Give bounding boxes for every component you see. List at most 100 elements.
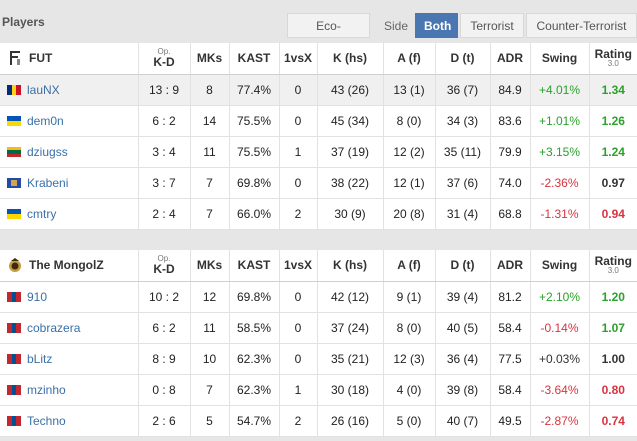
side-counter-terrorist-button[interactable]: Counter-Terrorist bbox=[526, 13, 637, 38]
stat-khs: 38 (22) bbox=[316, 167, 383, 199]
stat-vsx: 2 bbox=[278, 198, 317, 230]
col-kills-hs[interactable]: K (hs) bbox=[316, 250, 383, 282]
col-rating[interactable]: Rating 3.0 bbox=[588, 250, 637, 282]
stat-adr: 83.6 bbox=[489, 105, 530, 137]
col-kd[interactable]: Op. K-D bbox=[137, 250, 190, 282]
country-flag-icon bbox=[7, 146, 21, 157]
country-flag-icon bbox=[7, 415, 21, 426]
team-name: The MongolZ bbox=[29, 258, 104, 273]
stat-dt: 39 (4) bbox=[434, 281, 490, 313]
player-name-link[interactable]: Techno bbox=[27, 413, 66, 428]
stat-khs: 42 (12) bbox=[316, 281, 383, 313]
stat-adr: 68.8 bbox=[489, 198, 530, 230]
eco-adjusted-toggle[interactable]: Eco-adjusted bbox=[287, 13, 370, 58]
kd-label: K-D bbox=[153, 262, 175, 277]
player-name-link[interactable]: cobrazera bbox=[27, 320, 81, 335]
stat-kd: 3 : 7 bbox=[137, 167, 190, 199]
stat-dt: 36 (4) bbox=[434, 343, 490, 375]
stat-khs: 26 (16) bbox=[316, 405, 383, 437]
col-swing[interactable]: Swing bbox=[529, 43, 589, 75]
country-flag-icon bbox=[7, 177, 21, 188]
player-name-link[interactable]: bLitz bbox=[27, 351, 53, 366]
stat-kast: 69.8% bbox=[228, 167, 279, 199]
stat-swing: -0.14% bbox=[529, 312, 589, 344]
stat-dt: 37 (6) bbox=[434, 167, 490, 199]
col-adr[interactable]: ADR bbox=[489, 250, 530, 282]
stat-kast: 66.0% bbox=[228, 198, 279, 230]
stat-mks: 10 bbox=[189, 343, 229, 375]
player-row: dem0n 6 : 2 14 75.5% 0 45 (34) 8 (0) 34 (3) 83.6… bbox=[0, 105, 637, 137]
stat-mks: 5 bbox=[189, 405, 229, 437]
table-header-row: The MongolZ Op. K-D MKs KAST 1vsX K (hs) A (f) D… bbox=[0, 250, 637, 282]
player-name-link[interactable]: Krabeni bbox=[27, 175, 69, 190]
player-name-link[interactable]: 910 bbox=[27, 289, 48, 304]
player-cell: lauNX bbox=[0, 74, 138, 106]
stat-khs: 45 (34) bbox=[316, 105, 383, 137]
rating-label: Rating bbox=[594, 254, 632, 269]
col-kd[interactable]: Op. K-D bbox=[137, 43, 190, 75]
stat-swing: +2.10% bbox=[529, 281, 589, 313]
stat-af: 4 (0) bbox=[382, 374, 435, 406]
col-kast[interactable]: KAST bbox=[228, 250, 279, 282]
stat-khs: 30 (9) bbox=[316, 198, 383, 230]
stat-af: 12 (1) bbox=[382, 167, 435, 199]
stat-adr: 77.5 bbox=[489, 343, 530, 375]
col-assists-flash[interactable]: A (f) bbox=[382, 250, 435, 282]
stat-kd: 6 : 2 bbox=[137, 312, 190, 344]
col-assists-flash[interactable]: A (f) bbox=[382, 43, 435, 75]
player-cell: mzinho bbox=[0, 374, 138, 406]
col-mks[interactable]: MKs bbox=[189, 250, 229, 282]
col-kills-hs[interactable]: K (hs) bbox=[316, 43, 383, 75]
stat-rating: 0.74 bbox=[588, 405, 637, 437]
col-adr[interactable]: ADR bbox=[489, 43, 530, 75]
player-name-link[interactable]: cmtry bbox=[27, 206, 57, 221]
table-header-row: FUT Op. K-D MKs KAST 1vsX K (hs) A (f) D (t) ADR S… bbox=[0, 43, 637, 75]
stat-kd: 2 : 6 bbox=[137, 405, 190, 437]
col-deaths-traded[interactable]: D (t) bbox=[434, 250, 490, 282]
stat-kast: 62.3% bbox=[228, 374, 279, 406]
stat-vsx: 0 bbox=[278, 312, 317, 344]
stat-adr: 79.9 bbox=[489, 136, 530, 168]
stat-dt: 31 (4) bbox=[434, 198, 490, 230]
col-1vsx[interactable]: 1vsX bbox=[278, 250, 317, 282]
player-cell: Techno bbox=[0, 405, 138, 437]
player-name-link[interactable]: dziugss bbox=[27, 144, 68, 159]
stat-mks: 14 bbox=[189, 105, 229, 137]
stat-mks: 12 bbox=[189, 281, 229, 313]
col-rating[interactable]: Rating 3.0 bbox=[588, 43, 637, 75]
stat-mks: 7 bbox=[189, 167, 229, 199]
stat-vsx: 0 bbox=[278, 343, 317, 375]
stat-adr: 58.4 bbox=[489, 374, 530, 406]
stat-swing: +0.03% bbox=[529, 343, 589, 375]
col-kast[interactable]: KAST bbox=[228, 43, 279, 75]
stat-swing: +4.01% bbox=[529, 74, 589, 106]
stat-vsx: 1 bbox=[278, 136, 317, 168]
col-mks[interactable]: MKs bbox=[189, 43, 229, 75]
side-label: Side bbox=[384, 19, 409, 33]
player-name-link[interactable]: dem0n bbox=[27, 113, 64, 128]
player-name-link[interactable]: mzinho bbox=[27, 382, 66, 397]
kd-label: K-D bbox=[153, 55, 175, 70]
stat-adr: 49.5 bbox=[489, 405, 530, 437]
player-cell: 910 bbox=[0, 281, 138, 313]
stat-adr: 58.4 bbox=[489, 312, 530, 344]
stat-kd: 8 : 9 bbox=[137, 343, 190, 375]
kd-header-wrap: Op. K-D bbox=[139, 48, 190, 70]
col-1vsx[interactable]: 1vsX bbox=[278, 43, 317, 75]
col-deaths-traded[interactable]: D (t) bbox=[434, 43, 490, 75]
stat-kast: 77.4% bbox=[228, 74, 279, 106]
stat-khs: 37 (19) bbox=[316, 136, 383, 168]
country-flag-icon bbox=[7, 84, 21, 95]
side-both-button[interactable]: Both bbox=[415, 13, 458, 38]
stat-af: 8 (0) bbox=[382, 105, 435, 137]
stat-swing: +3.15% bbox=[529, 136, 589, 168]
side-terrorist-button[interactable]: Terrorist bbox=[460, 13, 524, 38]
stat-vsx: 0 bbox=[278, 281, 317, 313]
rating-label: Rating bbox=[594, 47, 632, 62]
player-cell: dem0n bbox=[0, 105, 138, 137]
col-swing[interactable]: Swing bbox=[529, 250, 589, 282]
rating-header-wrap: Rating 3.0 bbox=[590, 48, 637, 68]
stat-swing: -2.36% bbox=[529, 167, 589, 199]
stat-mks: 7 bbox=[189, 198, 229, 230]
player-name-link[interactable]: lauNX bbox=[27, 82, 60, 97]
